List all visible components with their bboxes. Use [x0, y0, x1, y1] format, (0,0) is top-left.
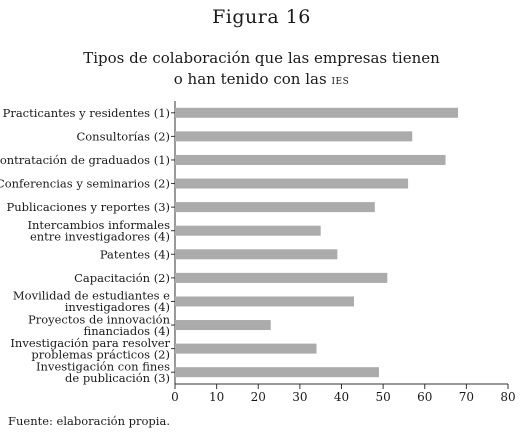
- category-label-12-line-1: Investigación con fines: [36, 359, 170, 373]
- bar-9: [175, 296, 354, 307]
- bar-6: [175, 225, 321, 236]
- x-tick-label-0: 0: [171, 390, 179, 404]
- category-label-3-line-1: Contratación de graduados (1): [0, 153, 170, 167]
- bar-11: [175, 343, 317, 354]
- bar-2: [175, 131, 413, 142]
- category-label-9: Movilidad de estudiantes e investigadores…: [13, 289, 170, 315]
- bar-1: [175, 107, 459, 118]
- category-label-1: Practicantes y residentes (1): [3, 106, 170, 120]
- figure-label: Figura 16: [212, 6, 311, 28]
- category-label-7-line-1: Patentes (4): [100, 247, 170, 261]
- category-label-8-line-1: Capacitación (2): [74, 271, 170, 285]
- category-label-10-line-1: Proyectos de innovación: [28, 312, 171, 326]
- category-label-4-line-1: Conferencias y seminarios (2): [0, 177, 170, 191]
- category-label-10-line-2: financiados (4): [84, 324, 170, 338]
- category-label-11-line-2: problemas prácticos (2): [31, 347, 170, 361]
- category-label-11: Investigación para resolver problemas prá…: [10, 336, 170, 362]
- category-label-2-line-1: Consultorías (2): [76, 129, 170, 143]
- chart-title-line-2-text: o han tenido con las: [173, 70, 327, 88]
- x-tick-label-50: 50: [375, 390, 390, 404]
- bar-5: [175, 202, 375, 213]
- x-tick-label-70: 70: [459, 390, 474, 404]
- x-tick-label-60: 60: [417, 390, 432, 404]
- category-label-4: Conferencias y seminarios (2): [0, 177, 170, 191]
- x-tick-label-40: 40: [334, 390, 349, 404]
- bar-8: [175, 272, 388, 283]
- chart-title-line-1: Tipos de colaboración que las empresas t…: [83, 49, 440, 67]
- chart-title-acronym: IES: [331, 77, 350, 87]
- category-label-12: Investigación con fines de publicación (3…: [36, 359, 170, 385]
- category-label-1-line-1: Practicantes y residentes (1): [3, 106, 170, 120]
- category-label-9-line-2: investigadores (4): [65, 300, 170, 314]
- category-label-11-line-1: Investigación para resolver: [10, 336, 170, 350]
- category-label-2: Consultorías (2): [76, 129, 170, 143]
- bar-10: [175, 320, 271, 331]
- category-label-6: Intercambios informales entre investigado…: [27, 218, 170, 244]
- bar-3: [175, 154, 446, 165]
- x-tick-label-20: 20: [251, 390, 266, 404]
- category-label-9-line-1: Movilidad de estudiantes e: [13, 289, 170, 303]
- chart-title-line-2: o han tenido con las IES: [0, 69, 523, 93]
- category-label-6-line-2: entre investigadores (4): [30, 229, 170, 243]
- chart-title: Tipos de colaboración que las empresas t…: [0, 48, 523, 93]
- category-label-5-line-1: Publicaciones y reportes (3): [7, 200, 170, 214]
- bar-12: [175, 367, 379, 378]
- x-tick-label-80: 80: [500, 390, 515, 404]
- x-tick-label-10: 10: [209, 390, 224, 404]
- category-label-5: Publicaciones y reportes (3): [7, 200, 170, 214]
- category-label-12-line-2: de publicación (3): [65, 371, 170, 385]
- category-label-3: Contratación de graduados (1): [0, 153, 170, 167]
- bar-7: [175, 249, 338, 260]
- category-label-6-line-1: Intercambios informales: [27, 218, 170, 232]
- category-label-10: Proyectos de innovación financiados (4): [28, 312, 171, 338]
- bar-4: [175, 178, 409, 189]
- source-note: Fuente: elaboración propia.: [8, 414, 170, 428]
- category-label-7: Patentes (4): [100, 247, 170, 261]
- category-label-8: Capacitación (2): [74, 271, 170, 285]
- x-tick-label-30: 30: [292, 390, 307, 404]
